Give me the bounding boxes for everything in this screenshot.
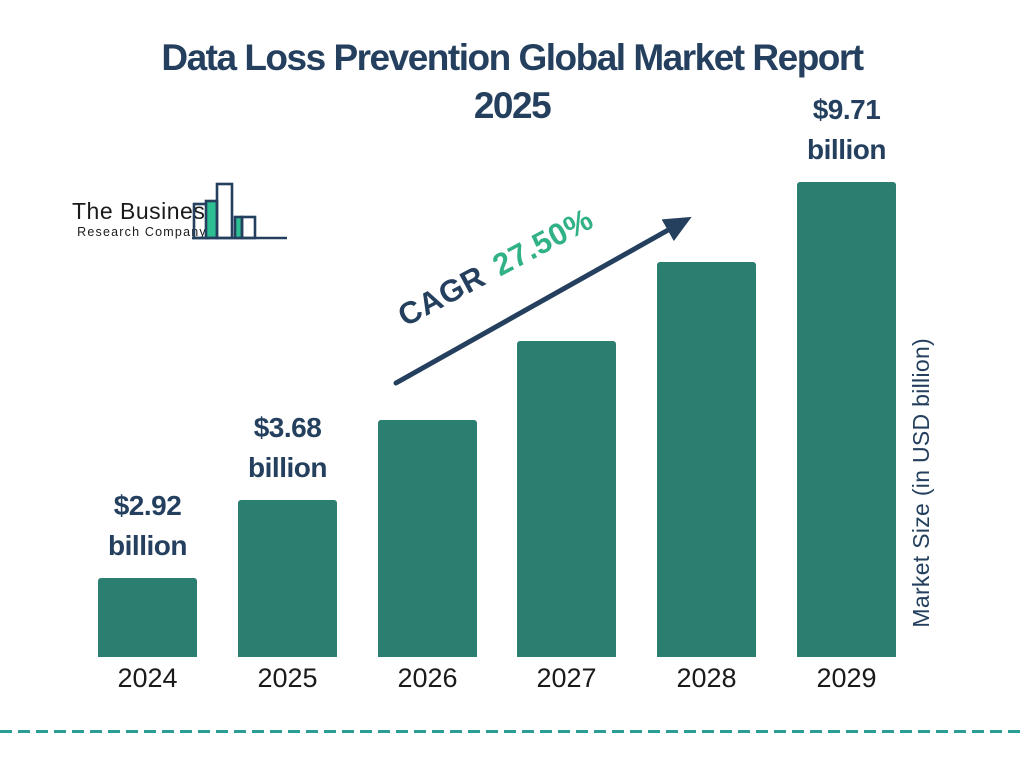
- x-axis-label-2026: 2026: [397, 663, 458, 693]
- page-title-line1: Data Loss Prevention Global Market Repor…: [161, 37, 864, 78]
- bar-2025: [238, 500, 337, 657]
- value-label-2025: $3.68 billion: [248, 412, 327, 483]
- x-axis-label-2025: 2025: [257, 663, 318, 693]
- value-label-2024: $2.92 billion: [108, 490, 187, 561]
- x-axis-label-2024: 2024: [117, 663, 178, 693]
- dashed-divider: [0, 730, 1024, 733]
- bar-2026: [378, 420, 477, 657]
- value-label-2029: $9.71 billion: [807, 94, 886, 165]
- x-axis-label-2027: 2027: [536, 663, 597, 693]
- page-title-line2: 2025: [473, 85, 552, 126]
- bar-2029: [797, 182, 896, 657]
- bar-2024: [98, 578, 197, 657]
- x-axis-label-2029: 2029: [816, 663, 877, 693]
- logo-bars-icon: [192, 182, 287, 240]
- page-title: Data Loss Prevention Global Market Repor…: [0, 34, 1024, 130]
- company-logo: The Business Research Company: [72, 180, 287, 246]
- company-subname: Research Company: [77, 225, 207, 239]
- x-axis-label-2028: 2028: [676, 663, 737, 693]
- bar-2027: [517, 341, 616, 657]
- bar-2028: [657, 262, 756, 657]
- y-axis-label: Market Size (in USD billion): [908, 338, 934, 628]
